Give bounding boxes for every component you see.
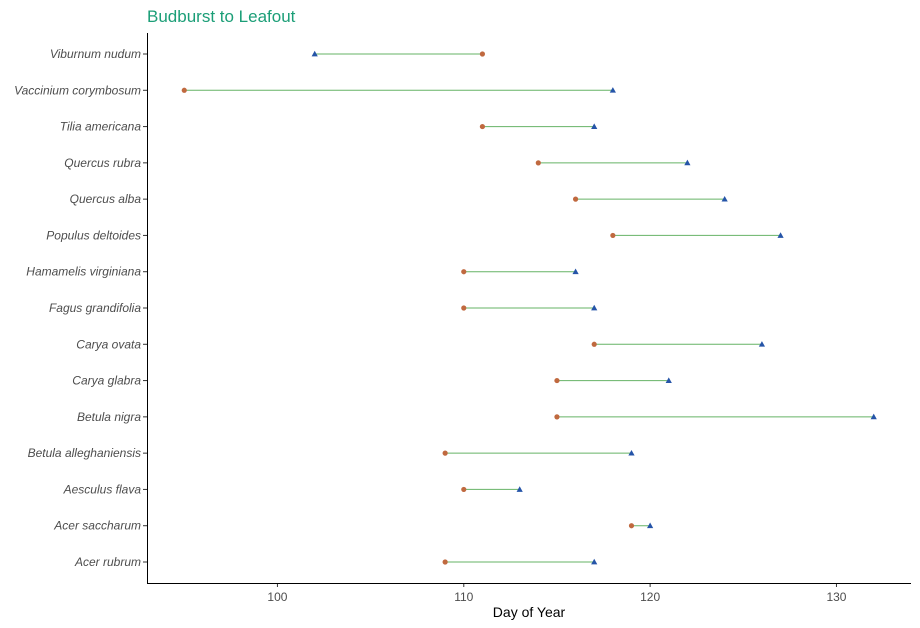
budburst-point [461, 305, 467, 311]
y-tick-label: Acer rubrum [74, 555, 141, 569]
budburst-point [479, 51, 486, 57]
y-axis-ticks: Viburnum nudum Vaccinium corymbosum Tilia … [14, 47, 147, 569]
budburst-point [181, 87, 187, 93]
y-tick-label: Tilia americana [60, 120, 142, 134]
budburst-point [461, 269, 467, 275]
budburst-point [628, 523, 635, 529]
budburst-point [591, 341, 597, 347]
leafout-point [311, 50, 318, 57]
leafout-point [609, 87, 616, 93]
leafout-point [572, 268, 579, 275]
y-tick-label: Populus deltoides [46, 228, 141, 242]
budburst-point [535, 160, 541, 166]
x-axis-ticks: 100 110 120 130 [267, 583, 847, 604]
y-tick-label: Acer saccharum [53, 519, 141, 533]
leafout-point [628, 449, 635, 456]
x-tick-label: 110 [454, 590, 473, 604]
y-tick-label: Fagus grandifolia [49, 301, 141, 315]
budburst-point [554, 414, 560, 420]
x-tick-label: 100 [267, 590, 287, 604]
y-tick-label: Carya ovata [76, 337, 141, 351]
leafout-point [665, 377, 672, 383]
budburst-point [572, 196, 579, 202]
y-tick-label: Aesculus flava [63, 482, 142, 496]
x-tick-label: 130 [826, 590, 846, 604]
y-tick-label: Quercus alba [70, 192, 142, 206]
leafout-point [591, 558, 598, 565]
y-tick-label: Betula alleghaniensis [28, 446, 141, 460]
budburst-point [610, 232, 616, 239]
leafout-point [684, 159, 691, 166]
chart-title: Budburst to Leafout [147, 7, 296, 26]
x-tick-label: 120 [640, 590, 660, 604]
y-tick-label: Carya glabra [72, 374, 141, 388]
budburst-point [442, 450, 448, 456]
x-axis-label: Day of Year [493, 604, 566, 620]
y-tick-label: Hamamelis virginiana [26, 265, 141, 279]
leafout-point [591, 123, 598, 129]
leafout-point [721, 195, 728, 202]
budburst-point [554, 377, 560, 384]
leafout-point [870, 413, 877, 420]
leafout-point [647, 522, 654, 529]
budburst-point [479, 123, 486, 130]
leafout-point [591, 304, 598, 311]
y-tick-label: Quercus rubra [64, 156, 141, 170]
leafout-point [516, 486, 523, 492]
leafout-point [758, 341, 766, 347]
leafout-point [777, 232, 784, 238]
y-tick-label: Betula nigra [77, 410, 141, 424]
budburst-point [461, 486, 467, 493]
y-tick-label: Vaccinium corymbosum [14, 83, 141, 97]
y-tick-label: Viburnum nudum [50, 47, 141, 61]
range-segments [184, 53, 874, 563]
budburst-point [442, 559, 448, 565]
data-points [181, 50, 877, 565]
